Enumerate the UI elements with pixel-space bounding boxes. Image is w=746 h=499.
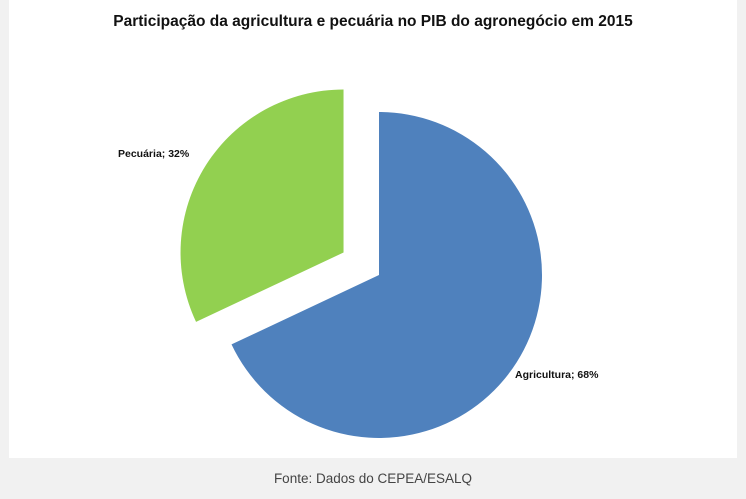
pie-slice-agricultura [231, 112, 542, 438]
pie-slice-pecuaria [180, 89, 344, 322]
chart-panel: Participação da agricultura e pecuária n… [9, 0, 737, 458]
slice-label-pecuaria: Pecuária; 32% [118, 148, 190, 160]
pie-chart [180, 89, 542, 438]
slice-label-agricultura: Agricultura; 68% [515, 369, 599, 381]
source-caption: Fonte: Dados do CEPEA/ESALQ [273, 471, 473, 486]
chart-title: Participação da agricultura e pecuária n… [113, 13, 633, 30]
